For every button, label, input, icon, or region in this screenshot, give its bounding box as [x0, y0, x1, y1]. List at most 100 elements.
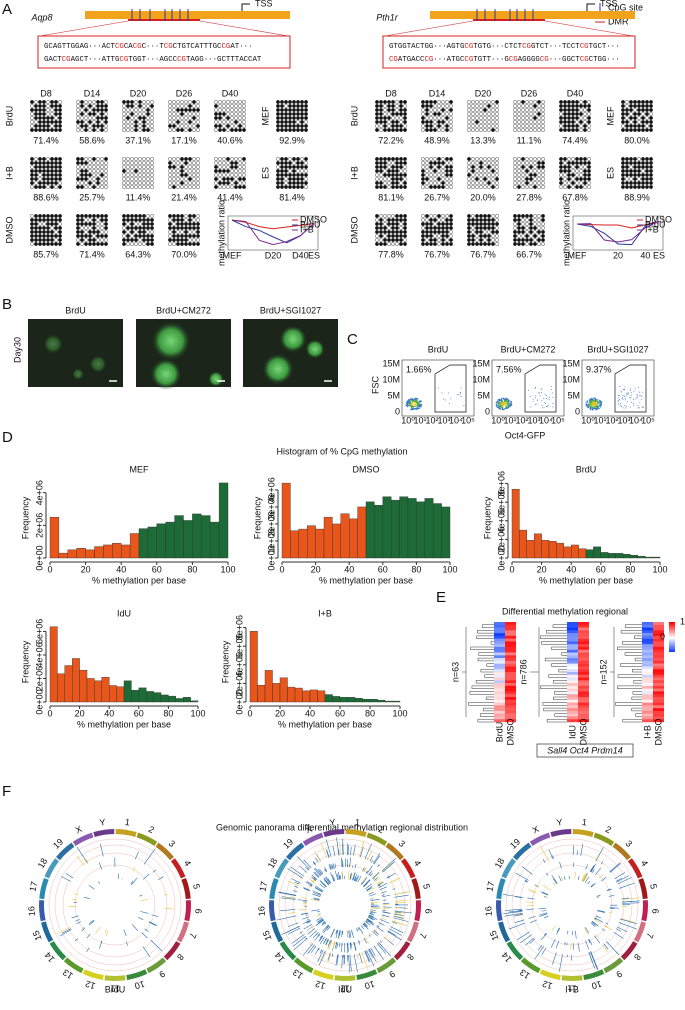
cpg-dot	[192, 116, 196, 120]
cpg-dot	[58, 214, 62, 218]
cpg-dot	[525, 120, 529, 124]
cpg-dot	[130, 226, 134, 230]
chromosome-band	[279, 941, 297, 961]
cpg-dot	[122, 124, 126, 128]
cpg-dot	[517, 128, 521, 132]
cpg-dot	[34, 242, 38, 246]
cpg-dot	[46, 120, 50, 124]
control-label: ES	[260, 167, 270, 179]
cpg-dot	[513, 124, 517, 128]
cpg-dot	[579, 104, 583, 108]
dmr-tick	[332, 874, 336, 882]
event	[621, 391, 623, 393]
histogram-bar	[309, 689, 318, 703]
dmr-tick	[592, 921, 599, 927]
cpg-dot	[517, 165, 521, 169]
y-tick-label: 0e+00	[266, 545, 276, 570]
event	[618, 398, 620, 400]
cpg-dot	[633, 128, 637, 132]
chromosome-label: 12	[541, 979, 554, 992]
cpg-dot	[633, 112, 637, 116]
cpg-dot	[242, 124, 246, 128]
dmr-tick	[313, 897, 320, 900]
axis-label: % methylation per base	[319, 575, 413, 585]
cpg-dot	[379, 234, 383, 238]
methylation-matrix	[513, 214, 545, 246]
event	[633, 390, 635, 392]
cpg-dot	[583, 165, 587, 169]
cpg-dot	[280, 128, 284, 132]
cpg-dot	[449, 100, 453, 104]
cpg-dot	[150, 104, 154, 108]
cpg-dot	[467, 185, 471, 189]
cpg-dot	[304, 128, 308, 132]
cpg-dot	[180, 169, 184, 173]
cpg-dot	[230, 120, 234, 124]
cpg-dot	[641, 169, 645, 173]
cpg-dot	[80, 230, 84, 234]
cpg-dot	[42, 124, 46, 128]
cpg-dot	[226, 124, 230, 128]
chromosome-label: 6	[193, 908, 203, 914]
image-label: BrdU+SGI1027	[260, 305, 321, 315]
cpg-dot	[537, 222, 541, 226]
cpg-dot	[399, 242, 403, 246]
cpg-dot	[533, 214, 537, 218]
chromosome-band	[529, 832, 551, 846]
cpg-dot	[222, 169, 226, 173]
dmr-tick	[394, 911, 402, 914]
cpg-dot	[180, 242, 184, 246]
dmr-tick	[363, 922, 368, 928]
cpg-dot	[276, 108, 280, 112]
cpg-dot	[629, 173, 633, 177]
day-label: D26	[176, 88, 193, 98]
cpg-dot	[126, 214, 130, 218]
cpg-dot	[517, 116, 521, 120]
cpg-dot	[284, 177, 288, 181]
cpg-dot	[649, 112, 653, 116]
dmr-tick	[324, 867, 328, 872]
dmr-tick	[350, 942, 352, 948]
event	[416, 408, 418, 410]
cpg-dot	[449, 214, 453, 218]
methylation-matrix	[513, 157, 545, 189]
cpg-dot	[521, 238, 525, 242]
heat-cell	[653, 635, 664, 639]
cpg-dot	[92, 177, 96, 181]
heat-cell	[642, 708, 653, 712]
methylation-matrix	[30, 157, 62, 189]
cpg-dot	[54, 177, 58, 181]
chromosome-band	[414, 900, 421, 922]
cpg-dot	[429, 112, 433, 116]
cpg-dot	[122, 173, 126, 177]
cpg-dot	[513, 165, 517, 169]
cpg-dot	[437, 157, 441, 161]
heat-cell	[567, 677, 578, 681]
event	[641, 406, 643, 408]
dmr-tick	[307, 925, 314, 931]
cpg-dot	[46, 112, 50, 116]
cpg-dot	[146, 234, 150, 238]
cpg-dot	[575, 157, 579, 161]
cpg-dot	[38, 222, 42, 226]
dmr-tick	[59, 929, 72, 937]
cpg-dot	[300, 120, 304, 124]
dmr-tick	[370, 910, 375, 913]
cpg-dot	[142, 234, 146, 238]
x-tick-label: 80	[625, 564, 635, 574]
cpg-dot	[130, 222, 134, 226]
cpg-dot	[387, 100, 391, 104]
dmr-tick	[307, 885, 312, 888]
cpg-dot	[425, 108, 429, 112]
chart-title: IdU	[117, 608, 131, 618]
cpg-dot	[495, 124, 499, 128]
cpg-dot	[387, 214, 391, 218]
cpg-dot	[563, 161, 567, 165]
dmr-tick	[393, 915, 404, 919]
dmr-tick	[95, 926, 101, 934]
heat-cell	[505, 719, 516, 723]
cpg-dot	[637, 108, 641, 112]
dmr-tick	[373, 945, 384, 960]
dmr-tick	[587, 880, 591, 885]
cpg-dot	[483, 157, 487, 161]
